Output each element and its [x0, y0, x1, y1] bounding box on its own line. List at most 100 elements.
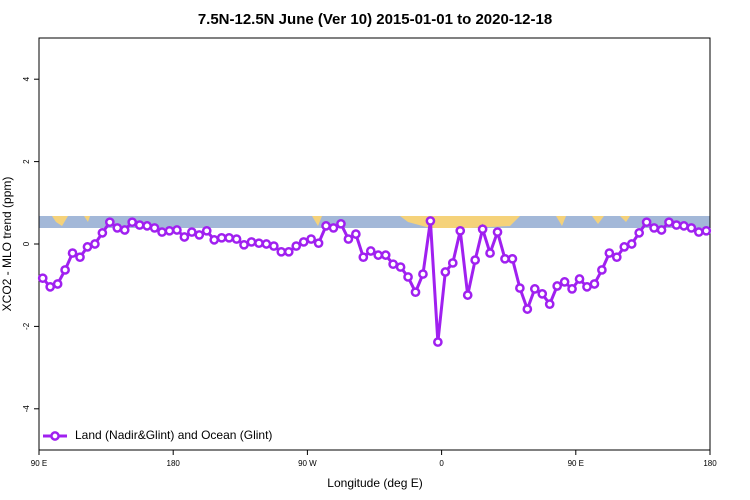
point	[679, 221, 689, 231]
plot-frame	[38, 37, 711, 451]
point	[604, 248, 615, 258]
point	[492, 227, 503, 237]
point	[597, 265, 607, 275]
y-tick-label: 4	[22, 76, 31, 81]
point	[574, 274, 585, 284]
point	[224, 232, 234, 243]
point	[567, 284, 577, 294]
x-tick-label: 90 W	[298, 459, 317, 468]
point	[164, 225, 175, 236]
point	[336, 218, 346, 229]
x-tick-label: 180	[167, 459, 181, 468]
map-strip	[39, 216, 710, 228]
point	[254, 238, 264, 249]
y-tick-label: -4	[22, 405, 31, 413]
point	[619, 242, 630, 252]
point	[119, 225, 130, 235]
point	[656, 225, 667, 235]
x-tick-label: 180	[703, 459, 717, 468]
point	[373, 250, 384, 260]
legend-marker	[50, 431, 60, 441]
point	[388, 259, 398, 270]
point	[67, 248, 78, 258]
point	[671, 220, 682, 230]
point	[291, 241, 302, 251]
point	[559, 277, 570, 287]
legend-label: Land (Nadir&Glint) and Ocean (Glint)	[75, 428, 272, 442]
point	[634, 228, 645, 238]
point	[664, 217, 674, 228]
point	[179, 232, 190, 242]
point	[269, 241, 279, 251]
point	[582, 281, 592, 292]
chart-title: 7.5N-12.5N June (Ver 10) 2015-01-01 to 2…	[198, 11, 552, 28]
point	[351, 229, 361, 239]
point	[209, 235, 220, 245]
point	[529, 284, 540, 294]
point	[52, 279, 63, 289]
point	[544, 299, 555, 310]
point	[75, 252, 85, 263]
point	[462, 290, 473, 300]
point	[37, 273, 48, 284]
point	[440, 267, 451, 277]
point	[626, 239, 637, 249]
point	[157, 227, 167, 237]
point	[395, 262, 406, 272]
point	[194, 230, 205, 240]
point	[45, 281, 56, 292]
point	[149, 223, 160, 233]
point	[97, 228, 108, 238]
point	[134, 220, 145, 230]
point	[500, 253, 510, 264]
point	[239, 239, 249, 250]
point	[142, 221, 152, 231]
point	[261, 239, 272, 249]
series-line	[41, 220, 707, 343]
point	[306, 234, 316, 244]
point	[507, 253, 518, 264]
point	[283, 246, 294, 257]
point	[455, 225, 466, 236]
point	[276, 246, 287, 257]
point	[410, 287, 421, 298]
point	[693, 227, 704, 237]
point	[380, 250, 391, 260]
point	[82, 242, 93, 252]
point	[686, 223, 697, 233]
point	[104, 217, 115, 228]
point	[701, 225, 712, 236]
x-axis-label: Longitude (deg E)	[327, 476, 422, 490]
x-tick-label: 90 E	[568, 459, 584, 468]
point	[216, 232, 227, 243]
point	[433, 337, 443, 347]
point	[365, 246, 376, 256]
y-tick-label: -2	[22, 322, 31, 330]
point	[328, 223, 339, 233]
point	[589, 279, 600, 289]
point	[321, 221, 331, 231]
point	[90, 239, 100, 249]
point	[522, 304, 533, 314]
point	[60, 265, 70, 275]
point	[127, 217, 138, 228]
point	[186, 227, 197, 237]
point	[447, 258, 458, 268]
point	[403, 272, 413, 282]
point	[485, 248, 495, 258]
point	[470, 255, 480, 265]
point	[649, 223, 659, 233]
point	[641, 217, 652, 228]
point	[537, 289, 548, 299]
point	[298, 237, 309, 247]
point	[112, 223, 123, 233]
point	[418, 269, 428, 279]
point	[358, 252, 369, 263]
point	[313, 238, 324, 249]
point	[611, 252, 622, 263]
y-tick-label: 2	[22, 159, 31, 164]
y-tick-label: 0	[22, 241, 31, 246]
point	[343, 234, 354, 244]
point	[201, 225, 212, 236]
point	[246, 237, 257, 247]
